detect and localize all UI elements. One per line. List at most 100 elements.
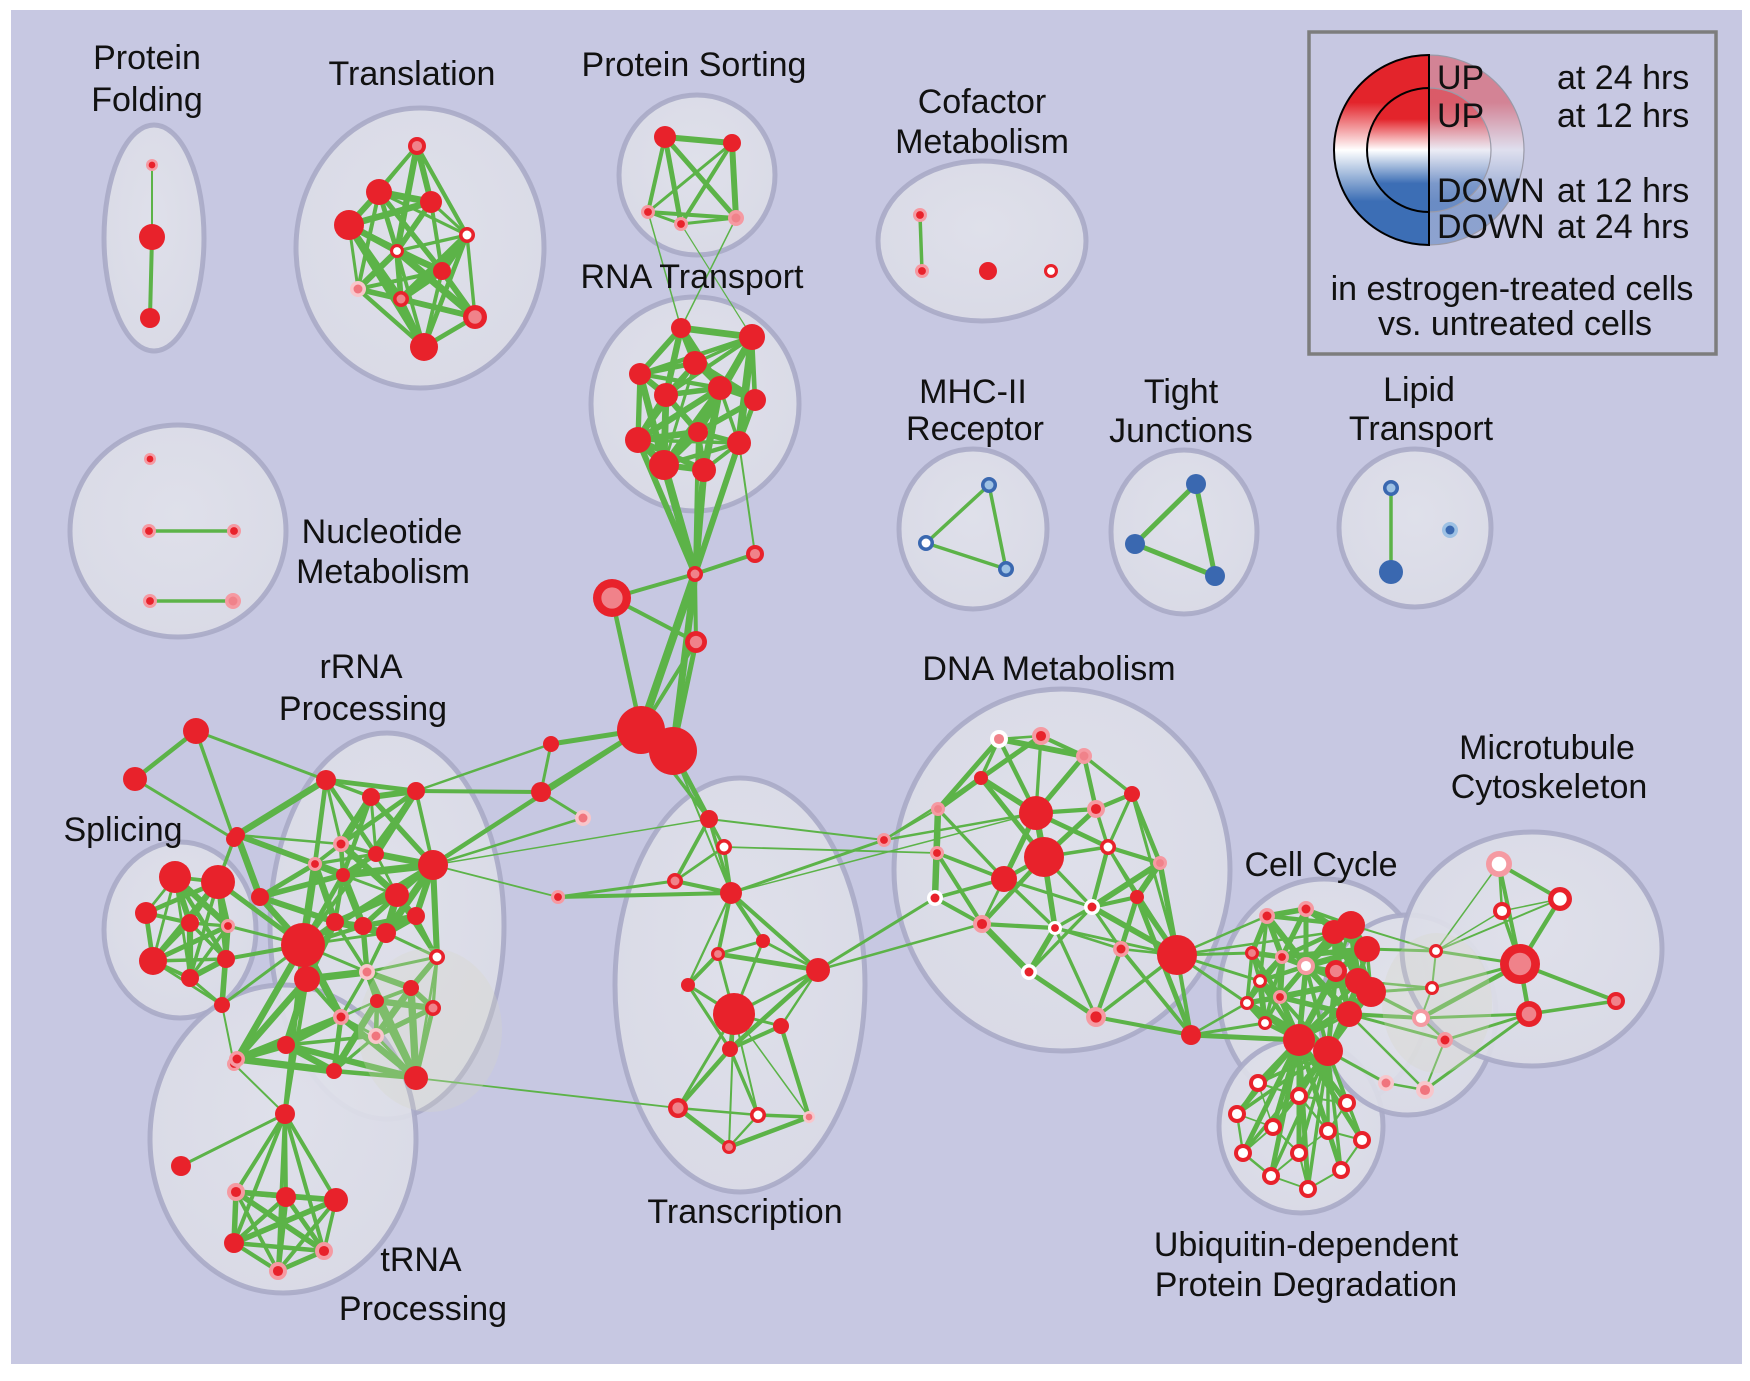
edge: [816, 896, 937, 972]
edge: [673, 817, 711, 883]
edge: [1094, 1015, 1193, 1037]
edge: [883, 808, 939, 841]
edge: [372, 984, 415, 1040]
node-d12: [930, 846, 944, 860]
edge: [693, 572, 698, 644]
node-d17: [1021, 964, 1037, 980]
edge: [662, 361, 697, 467]
node-rr17: [429, 949, 445, 965]
edge: [756, 1113, 811, 1119]
node-tl3: [420, 191, 442, 213]
node-sp2: [201, 865, 235, 899]
node-tx1: [700, 810, 718, 828]
edge: [693, 430, 700, 576]
node-k1: [687, 566, 703, 582]
edge: [368, 794, 436, 868]
node-tl2: [366, 179, 392, 205]
node-t5: [224, 1233, 244, 1253]
edge: [726, 1114, 812, 1150]
node-rr25: [326, 1063, 342, 1079]
node-d18: [1048, 921, 1062, 935]
edge: [1132, 541, 1218, 579]
node-d9: [1019, 796, 1053, 830]
edge: [1350, 924, 1437, 952]
edge: [311, 860, 339, 926]
node-m6: [1416, 1081, 1434, 1099]
node-b2: [531, 782, 551, 802]
edge: [356, 190, 381, 291]
node-nm4: [143, 594, 157, 608]
cluster-label-rrna-processing-line1: Processing: [279, 690, 447, 728]
edge: [283, 1112, 338, 1202]
node-c1: [1259, 908, 1275, 924]
edge: [339, 970, 369, 1019]
cluster-label-protein-folding-line0: Protein: [93, 39, 201, 77]
node-tl8: [350, 281, 366, 297]
cluster-label-lipid-transport-line1: Transport: [1349, 410, 1494, 448]
node-rr11: [326, 913, 344, 931]
node-sp7: [217, 950, 235, 968]
node-rr23: [368, 1028, 384, 1044]
edge: [715, 951, 821, 973]
edge: [395, 233, 469, 253]
edge: [432, 864, 559, 898]
cluster-label-cofactor-metabolism-line1: Metabolism: [895, 123, 1069, 161]
edge: [1188, 1032, 1302, 1043]
node-d21: [1130, 890, 1144, 904]
cluster-labels: Protein Folding Translation Protein Sorting…: [63, 39, 1647, 1328]
node-rt9: [688, 422, 708, 442]
node-u7: [1353, 1131, 1371, 1149]
edge: [1081, 753, 1099, 812]
node-d1: [990, 730, 1008, 748]
edge: [465, 233, 477, 319]
edge: [679, 141, 734, 226]
edge: [673, 845, 726, 883]
edge: [1279, 946, 1370, 960]
edge: [1026, 925, 1058, 975]
edge: [686, 891, 733, 987]
cluster-label-mhc-ii-receptor-line1: Receptor: [906, 410, 1044, 448]
edge: [675, 1105, 732, 1150]
node-tx14: [803, 1111, 815, 1123]
node-rr16: [229, 827, 245, 843]
edge: [257, 872, 346, 900]
edge: [556, 879, 677, 899]
node-rr18: [359, 964, 375, 980]
node-rr6: [308, 857, 322, 871]
node-c4: [1275, 950, 1289, 964]
edge: [407, 984, 420, 1082]
node-tl9: [393, 291, 409, 307]
node-tx11: [722, 1041, 738, 1057]
node-rr5: [368, 846, 384, 862]
legend-caption-line1: vs. untreated cells: [1378, 305, 1652, 343]
legend-time-3: at 24 hrs: [1557, 208, 1689, 246]
cluster-label-microtubule-cytoskeleton-line0: Microtubule: [1459, 729, 1635, 767]
edge: [393, 247, 479, 321]
edge: [662, 134, 739, 221]
node-d14: [1153, 856, 1167, 870]
node-d7: [931, 802, 945, 816]
cluster-label-tight-junctions-line1: Junctions: [1109, 412, 1253, 450]
node-rt12: [692, 458, 716, 482]
cluster-ellipse-transcription: [612, 775, 868, 1195]
edge: [637, 570, 699, 734]
cluster-label-microtubule-cytoskeleton-line1: Cytoskeleton: [1451, 768, 1648, 806]
edge: [1435, 910, 1503, 952]
node-tl5: [459, 227, 475, 243]
cluster-label-tight-junctions-line0: Tight: [1144, 373, 1219, 411]
edge: [693, 552, 757, 576]
edge: [1053, 926, 1098, 1019]
edge: [1189, 1001, 1249, 1037]
edge: [233, 1063, 286, 1115]
edge: [415, 1077, 679, 1109]
edge: [1435, 863, 1500, 952]
edge: [333, 920, 369, 974]
node-d3: [1076, 748, 1092, 764]
edge: [194, 729, 328, 782]
edge: [338, 788, 419, 847]
node-tj1: [1186, 474, 1206, 494]
node-rr26: [404, 1066, 428, 1090]
edge: [312, 777, 329, 867]
node-ps5: [728, 210, 744, 226]
node-d20: [1113, 941, 1129, 957]
